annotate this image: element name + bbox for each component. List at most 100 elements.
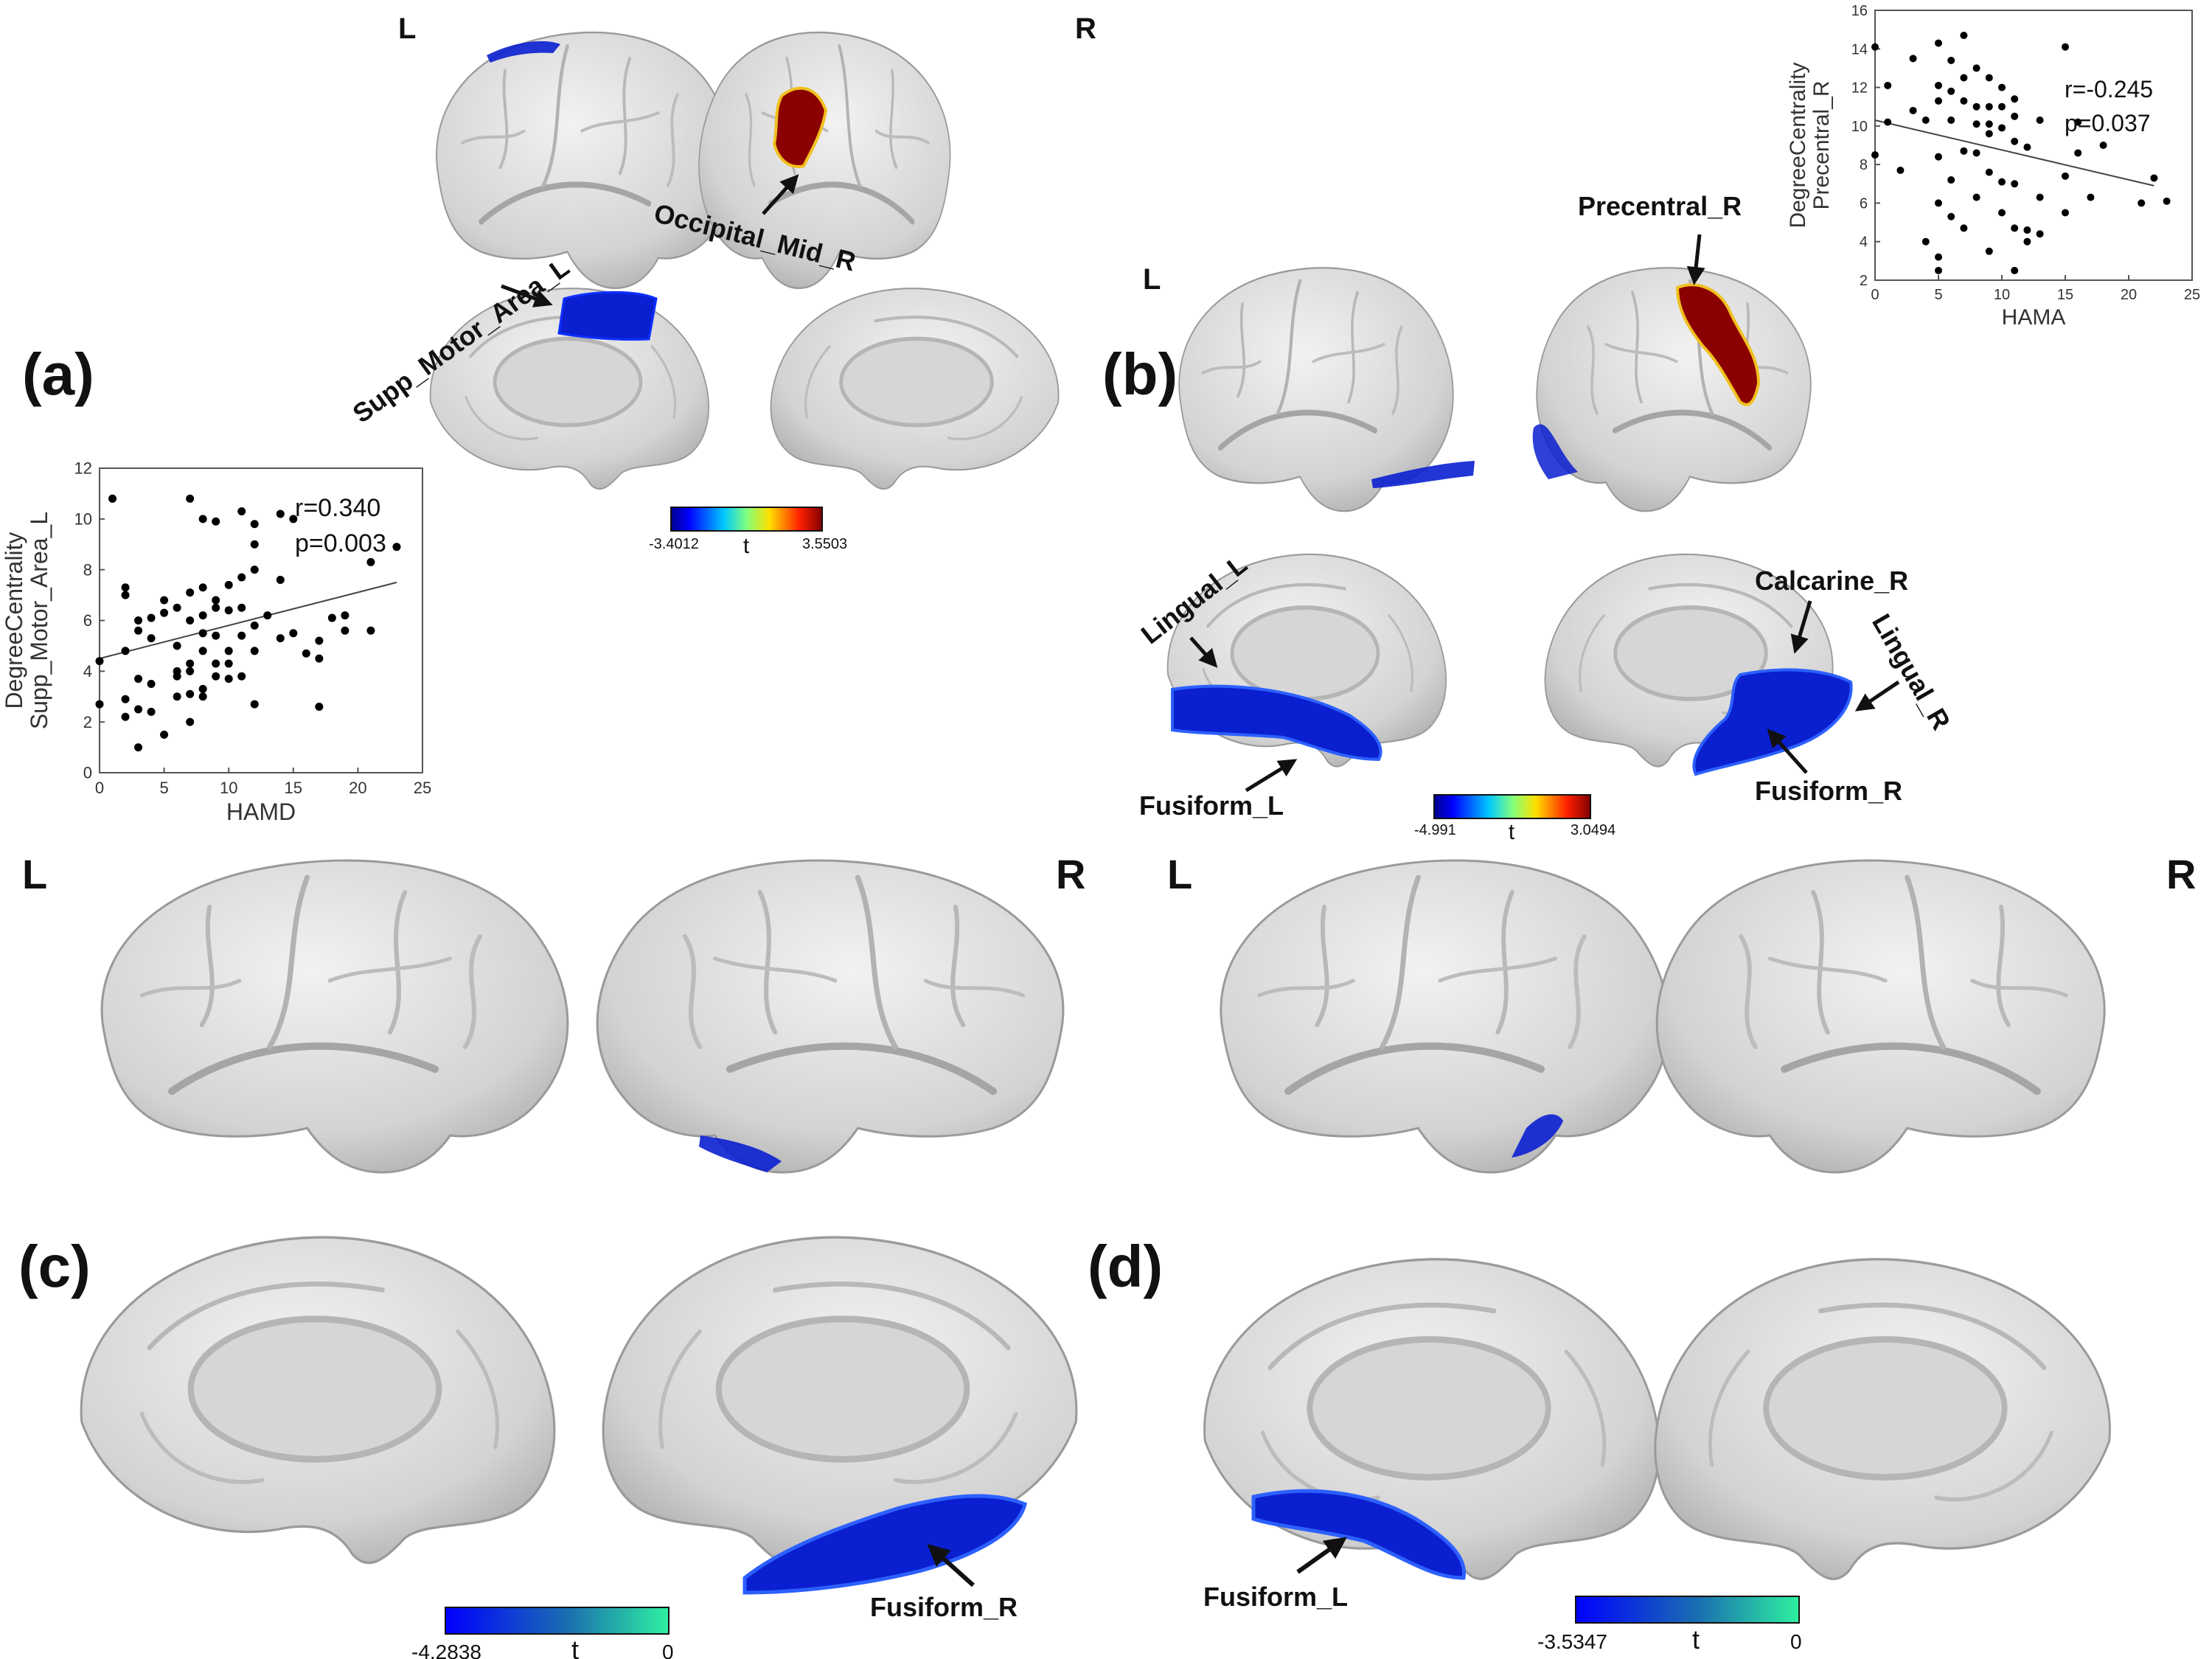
data-point <box>263 611 272 620</box>
data-point <box>250 566 259 574</box>
x-axis-label: HAMD <box>226 799 296 825</box>
data-point <box>173 672 181 681</box>
brain-b-medial-left <box>1168 554 1446 767</box>
brain-a-lateral-right <box>699 32 950 288</box>
panel-tag-c: (c) <box>18 1234 91 1299</box>
data-point <box>1935 97 1942 105</box>
data-point <box>224 606 233 615</box>
data-point <box>1947 212 1955 220</box>
correlation-r-text: r=0.340 <box>295 494 380 522</box>
brain-a-medial-right <box>771 288 1059 489</box>
x-tick-label: 5 <box>159 779 168 797</box>
hemisphere-left-label-b: L <box>1143 263 1161 296</box>
data-point <box>1960 31 1968 39</box>
data-point <box>315 654 324 663</box>
data-point <box>1935 81 1942 89</box>
data-point <box>198 684 207 693</box>
hemisphere-right-label: R <box>1075 13 1096 45</box>
data-point <box>212 603 220 612</box>
y-axis-label-line1: DegreeCentrality <box>1 532 27 709</box>
data-point <box>134 616 143 625</box>
data-point <box>1972 120 1980 128</box>
y-axis-label-line2: Precentral_R <box>1809 80 1834 209</box>
y-tick-label: 10 <box>74 510 92 529</box>
data-point <box>2011 112 2019 120</box>
data-point <box>1960 224 1968 232</box>
data-point <box>1972 193 1980 201</box>
data-point <box>2074 118 2082 126</box>
colorbar-c-var: t <box>571 1635 579 1659</box>
brain-a-lateral-left <box>437 32 734 288</box>
data-point <box>366 626 375 635</box>
x-tick-label: 25 <box>414 779 431 797</box>
data-point <box>2062 43 2069 51</box>
colorbar-b: -4.991 t 3.0494 <box>1414 794 1615 844</box>
data-point <box>121 712 130 721</box>
brain-d-lateral-left <box>1221 860 1669 1172</box>
brain-d-medial-right <box>1655 1259 2110 1579</box>
data-point <box>147 680 156 689</box>
data-point <box>186 588 195 597</box>
colorbar-b-max: 3.0494 <box>1571 822 1615 838</box>
colorbar-a: -3.4012 t 3.5503 <box>649 507 847 558</box>
data-point <box>198 647 207 655</box>
data-point <box>108 494 117 503</box>
data-point <box>186 659 195 668</box>
data-point <box>121 695 130 703</box>
data-point <box>1985 130 1993 138</box>
data-point <box>212 596 220 605</box>
data-point <box>160 608 169 617</box>
data-point <box>289 515 298 524</box>
y-tick-label: 8 <box>83 560 92 579</box>
brain-d-medial-left <box>1205 1259 1660 1579</box>
data-point <box>1935 253 1942 261</box>
data-point <box>1985 168 1993 176</box>
data-point <box>276 634 285 643</box>
data-point <box>198 611 207 620</box>
x-tick-label: 10 <box>1994 287 2010 303</box>
panel-c: L R (c) Fusiform_R -4.2838 t 0 <box>18 851 1085 1659</box>
data-point <box>186 616 195 625</box>
data-point <box>147 634 156 643</box>
data-point <box>173 641 181 650</box>
data-point <box>198 583 207 592</box>
colorbar-a-min: -3.4012 <box>649 536 699 552</box>
brain-c-medial-right <box>603 1237 1077 1595</box>
data-point <box>237 507 246 516</box>
region-label-fusiform-l-d: Fusiform_L <box>1203 1582 1348 1612</box>
data-point <box>147 613 156 622</box>
brain-d-lateral-right <box>1657 860 2104 1172</box>
data-point <box>2011 137 2019 145</box>
data-point <box>95 700 104 709</box>
data-point <box>250 700 259 709</box>
data-point <box>1985 120 1993 128</box>
panel-a: L R Supp_Motor_Area_L Occipital_Mid_R (a… <box>1 13 1096 825</box>
x-tick-label: 15 <box>2057 287 2073 303</box>
data-point <box>1972 149 1980 157</box>
data-point <box>121 583 130 592</box>
region-label-calcarine-r: Calcarine_R <box>1755 566 1908 596</box>
brain-a-medial-left <box>431 288 709 489</box>
y-tick-label: 12 <box>74 459 92 478</box>
data-point <box>341 626 349 635</box>
data-point <box>1960 147 1968 155</box>
data-point <box>2011 180 2019 188</box>
colorbar-b-var: t <box>1509 820 1515 844</box>
data-point <box>186 494 195 503</box>
data-point <box>173 692 181 701</box>
data-point <box>134 705 143 714</box>
data-point <box>2163 197 2171 205</box>
colorbar-d-var: t <box>1692 1624 1700 1655</box>
data-point <box>147 707 156 716</box>
data-point <box>237 631 246 640</box>
data-point <box>1972 102 1980 111</box>
data-point <box>1935 153 1942 161</box>
data-point <box>1998 124 2006 132</box>
panel-tag-d: (d) <box>1088 1234 1163 1299</box>
data-point <box>341 611 349 620</box>
data-point <box>212 631 220 640</box>
y-tick-label: 0 <box>83 764 92 782</box>
regression-line <box>1874 119 2154 187</box>
data-point <box>160 596 169 605</box>
y-tick-label: 6 <box>83 611 92 630</box>
